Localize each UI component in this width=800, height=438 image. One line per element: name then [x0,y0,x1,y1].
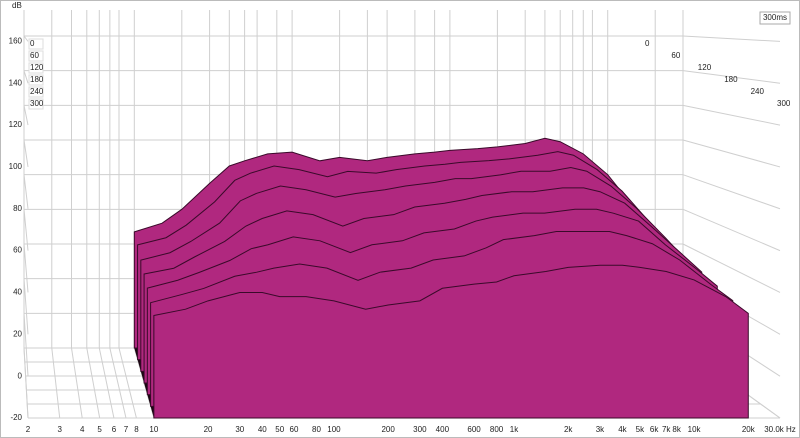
x-tick-label: 300 [413,425,427,434]
left-grid-line [23,105,29,126]
floor-grid-line [51,347,61,419]
side-grid-line [682,174,781,210]
side-grid-line [682,208,781,252]
left-grid-line [23,243,29,293]
x-tick-label: 2k [564,425,573,434]
y-tick-label: 60 [13,246,22,255]
y-tick-label: -20 [10,413,22,422]
floor-grid-line [109,347,127,419]
x-tick-label: 80 [312,425,321,434]
y-tick-label: 0 [18,371,23,380]
x-tick-label: 3k [596,425,605,434]
time-tick-box [28,86,44,98]
x-tick-label: 400 [436,425,450,434]
x-tick-label: 8 [134,425,139,434]
left-grid-line [23,35,29,42]
x-tick-label: 30 [235,425,244,434]
floor-grid-line [71,347,83,419]
x-tick-label: 6 [112,425,117,434]
time-tick-box [28,62,44,74]
y-tick-label: 40 [13,288,22,297]
x-tick-label: 1k [510,425,519,434]
x-tick-label: 10k [688,425,702,434]
x-tick-label: 5k [636,425,645,434]
time-tick-box [28,98,44,110]
y-axis-label: dB [12,1,22,10]
time-tick-label: 60 [671,51,680,60]
x-tick-label: 800 [490,425,504,434]
time-tick-label: 180 [724,75,738,84]
x-tick-label: 4 [80,425,85,434]
time-tick-label: 180 [30,75,44,84]
side-grid-line [682,35,781,42]
time-tick-box [28,50,44,62]
x-tick-label: 7 [124,425,129,434]
x-tick-label: 50 [275,425,284,434]
side-grid-line [682,70,781,84]
left-grid-line [23,313,29,377]
side-grid-line [682,243,781,293]
x-tick-label: 600 [467,425,481,434]
y-tick-label: 160 [9,36,23,45]
x-tick-label: 20 [204,425,213,434]
time-label: 300ms [763,13,787,22]
x-tick-label: 2 [26,425,31,434]
x-tick-label: 200 [381,425,395,434]
y-tick-label: 140 [9,78,23,87]
time-tick-label: 120 [30,63,44,72]
time-tick-label: 0 [645,39,650,48]
floor-grid-line [86,347,101,419]
x-tick-label: 40 [258,425,267,434]
x-tick-label: 3 [57,425,62,434]
left-grid-line [23,174,29,209]
left-grid-line [23,70,29,84]
x-tick-label: 6k [650,425,659,434]
slice [153,264,749,419]
time-box [759,11,791,25]
x-tick-label: 20k [742,425,756,434]
time-tick-label: 60 [30,51,39,60]
time-tick-label: 300 [30,99,44,108]
y-tick-label: 120 [9,120,23,129]
floor-grid-line [23,347,29,419]
y-tick-label: 80 [13,204,22,213]
x-tick-label: 7k [662,425,671,434]
floor-grid-line [118,347,137,419]
y-tick-label: 20 [13,329,22,338]
time-tick-label: 240 [751,87,765,96]
x-tick-label: 100 [327,425,341,434]
time-tick-label: 300 [777,99,791,108]
left-grid-line [23,209,29,251]
time-tick-label: 240 [30,87,44,96]
left-grid-line [23,278,29,335]
y-tick-label: 100 [9,162,23,171]
time-tick-box [28,74,44,86]
time-tick-box [28,38,44,50]
side-grid-line [682,104,781,126]
floor-grid-line [98,347,115,419]
x-tick-label: 5 [97,425,102,434]
x-tick-label: 4k [618,425,627,434]
time-tick-label: 120 [698,63,712,72]
x-tick-label: 8k [672,425,681,434]
x-tick-label: 30.0k Hz [764,425,796,434]
left-grid-line [23,139,29,167]
x-tick-label: 10 [149,425,158,434]
time-tick-label: 0 [30,39,35,48]
side-grid-line [682,139,781,168]
x-tick-label: 60 [290,425,299,434]
